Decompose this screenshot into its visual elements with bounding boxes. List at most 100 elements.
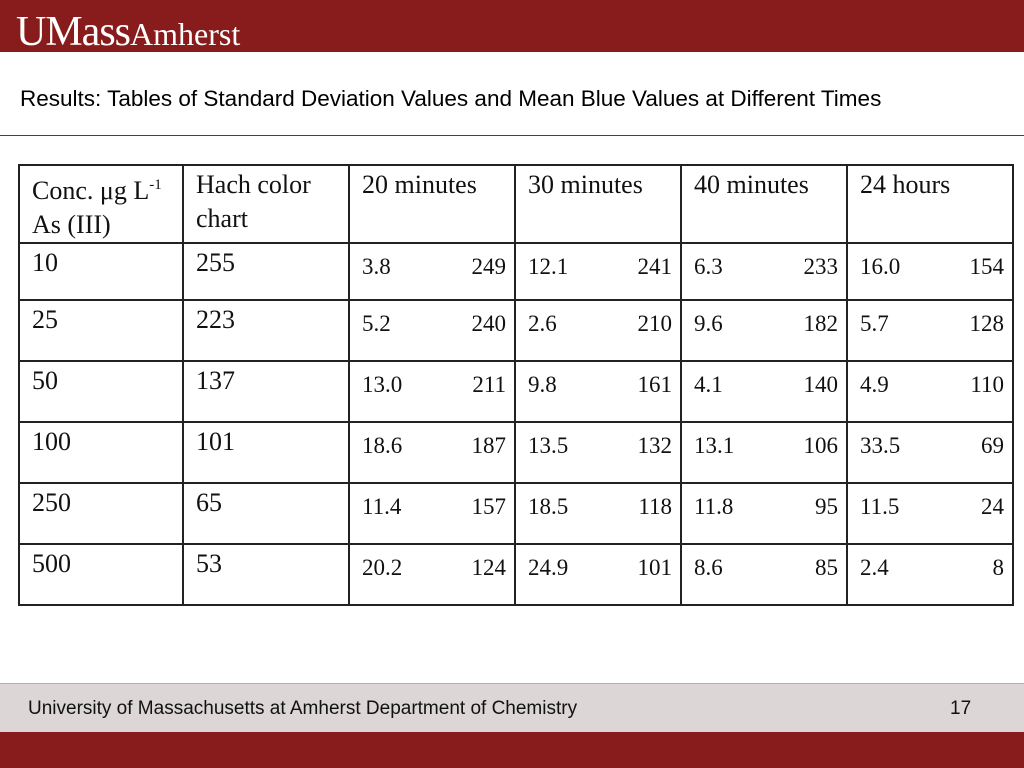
cell-t30: 12.1 241 (514, 242, 682, 301)
cell-t20: 11.4 157 (348, 482, 516, 545)
cell-conc: 100 (18, 421, 184, 484)
std-dev-value: 3.8 (362, 254, 391, 279)
cell-t20-pair: 11.4 157 (362, 490, 506, 524)
std-dev-value: 5.7 (860, 311, 889, 336)
mean-blue-value: 24 (981, 494, 1004, 519)
header-30-minutes: 30 minutes (514, 164, 682, 244)
cell-hach-value: 101 (196, 427, 235, 456)
header-conc: Conc. μg L-1 As (III) (18, 164, 184, 244)
cell-t24h-pair: 4.9 110 (860, 368, 1004, 402)
mean-blue-value: 85 (815, 555, 838, 580)
cell-t20: 3.8 249 (348, 242, 516, 301)
cell-conc-value: 500 (32, 549, 71, 578)
cell-t30: 9.8 161 (514, 360, 682, 423)
header-conc-superscript: -1 (149, 177, 162, 193)
std-dev-value: 11.4 (362, 494, 402, 519)
header-bar: UMassAmherst (0, 0, 1024, 53)
table-body: 10 255 3.8 249 12.1 241 6.3 233 16.0 154 25 223 5.2 2… (18, 242, 1014, 606)
footer-band (0, 683, 1024, 732)
cell-hach-value: 255 (196, 248, 235, 277)
table-header-row: Conc. μg L-1 As (III) Hach color chart 2… (18, 164, 1014, 244)
cell-t24h-pair: 5.7 128 (860, 307, 1004, 341)
cell-t40: 11.8 95 (680, 482, 848, 545)
mean-blue-value: 106 (803, 433, 839, 458)
table-row: 100 101 18.6 187 13.5 132 13.1 106 33.5 69 (18, 421, 1014, 484)
cell-hach: 137 (182, 360, 350, 423)
cell-hach: 101 (182, 421, 350, 484)
mean-blue-value: 101 (637, 555, 673, 580)
std-dev-value: 24.9 (528, 555, 569, 580)
cell-t30-pair: 12.1 241 (528, 250, 672, 284)
std-dev-value: 2.6 (528, 311, 557, 336)
table-row: 25 223 5.2 240 2.6 210 9.6 182 5.7 128 (18, 299, 1014, 362)
footer-text: University of Massachusetts at Amherst D… (28, 698, 578, 719)
mean-blue-value: 249 (471, 254, 507, 279)
cell-t20: 13.0 211 (348, 360, 516, 423)
header-20-minutes-label: 20 minutes (362, 170, 477, 199)
cell-t40-pair: 6.3 233 (694, 250, 838, 284)
cell-t30-pair: 18.5 118 (528, 490, 672, 524)
cell-hach-value: 53 (196, 549, 222, 578)
cell-t30-pair: 24.9 101 (528, 551, 672, 585)
cell-t24h-pair: 2.4 8 (860, 551, 1004, 585)
cell-hach-value: 65 (196, 488, 222, 517)
mean-blue-value: 110 (970, 372, 1004, 397)
mean-blue-value: 240 (471, 311, 507, 336)
header-24-hours: 24 hours (846, 164, 1014, 244)
cell-t30-pair: 13.5 132 (528, 429, 672, 463)
cell-t20: 5.2 240 (348, 299, 516, 362)
cell-conc: 10 (18, 242, 184, 301)
mean-blue-value: 157 (471, 494, 507, 519)
cell-t40-pair: 4.1 140 (694, 368, 838, 402)
cell-t40-pair: 13.1 106 (694, 429, 838, 463)
cell-hach: 65 (182, 482, 350, 545)
header-24-hours-label: 24 hours (860, 170, 951, 199)
std-dev-value: 13.1 (694, 433, 735, 458)
cell-conc-value: 100 (32, 427, 71, 456)
mean-blue-value: 161 (637, 372, 673, 397)
mean-blue-value: 210 (637, 311, 673, 336)
header-40-minutes-label: 40 minutes (694, 170, 809, 199)
mean-blue-value: 8 (992, 555, 1005, 580)
mean-blue-value: 95 (815, 494, 838, 519)
cell-t40: 13.1 106 (680, 421, 848, 484)
cell-conc: 50 (18, 360, 184, 423)
mean-blue-value: 154 (969, 254, 1005, 279)
header-conc-species: As (III) (32, 210, 111, 239)
mean-blue-value: 118 (638, 494, 672, 519)
cell-t40: 8.6 85 (680, 543, 848, 606)
std-dev-value: 33.5 (860, 433, 901, 458)
cell-t40-pair: 8.6 85 (694, 551, 838, 585)
cell-conc-value: 10 (32, 248, 58, 277)
cell-conc-value: 25 (32, 305, 58, 334)
std-dev-value: 4.1 (694, 372, 723, 397)
umass-amherst-logo: UMassAmherst (16, 11, 241, 53)
mean-blue-value: 233 (803, 254, 839, 279)
header-30-minutes-label: 30 minutes (528, 170, 643, 199)
table-row: 500 53 20.2 124 24.9 101 8.6 85 2.4 8 (18, 543, 1014, 606)
cell-t30-pair: 2.6 210 (528, 307, 672, 341)
cell-t20: 20.2 124 (348, 543, 516, 606)
mean-blue-value: 132 (637, 433, 673, 458)
table-row: 250 65 11.4 157 18.5 118 11.8 95 11.5 24 (18, 482, 1014, 545)
cell-conc-value: 50 (32, 366, 58, 395)
std-dev-value: 13.5 (528, 433, 569, 458)
cell-t24h: 11.5 24 (846, 482, 1014, 545)
cell-conc: 500 (18, 543, 184, 606)
std-dev-value: 18.6 (362, 433, 403, 458)
mean-blue-value: 241 (637, 254, 673, 279)
std-dev-value: 11.8 (694, 494, 734, 519)
cell-conc-value: 250 (32, 488, 71, 517)
cell-t20-pair: 13.0 211 (362, 368, 506, 402)
logo-umass: UMass (16, 9, 131, 55)
title-divider (0, 135, 1024, 136)
logo-amherst: Amherst (130, 16, 241, 52)
bottom-bar (0, 732, 1024, 768)
mean-blue-value: 124 (471, 555, 507, 580)
std-dev-value: 5.2 (362, 311, 391, 336)
std-dev-value: 9.8 (528, 372, 557, 397)
cell-t24h: 16.0 154 (846, 242, 1014, 301)
results-table: Conc. μg L-1 As (III) Hach color chart 2… (18, 164, 1014, 606)
cell-t20-pair: 5.2 240 (362, 307, 506, 341)
page-number: 17 (950, 698, 972, 719)
